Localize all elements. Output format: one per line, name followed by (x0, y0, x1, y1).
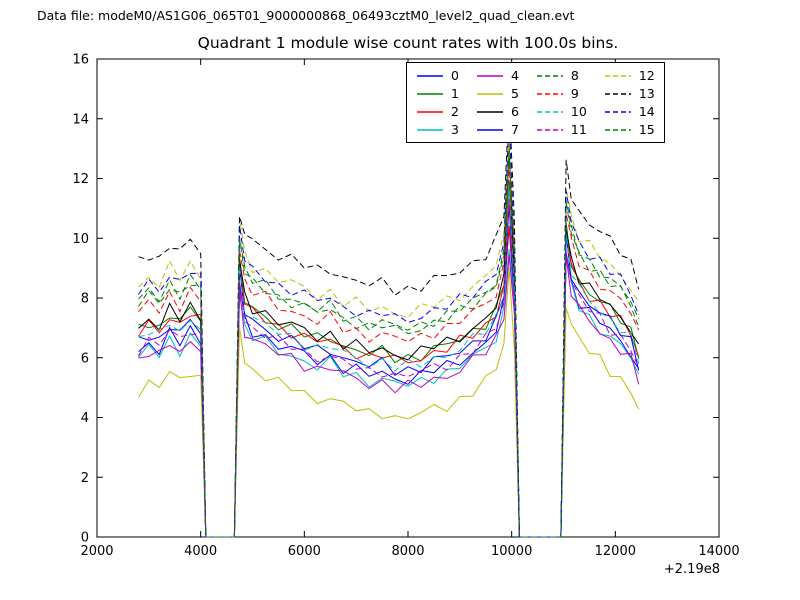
y-tick-label: 8 (81, 292, 89, 307)
chart-title: Quadrant 1 module wise count rates with … (197, 34, 619, 52)
legend-line-sample (536, 110, 563, 113)
legend-item-15: 15 (604, 122, 655, 137)
legend-line-sample (536, 128, 563, 131)
legend-label: 1 (451, 86, 459, 101)
legend-item-5: 5 (476, 86, 519, 101)
x-axis-offset-label: +2.19e8 (663, 562, 720, 577)
legend-label: 2 (451, 104, 459, 119)
legend-label: 12 (638, 68, 655, 83)
x-tick-label: 4000 (184, 544, 217, 559)
legend-label: 10 (570, 104, 587, 119)
legend-line-sample (476, 74, 503, 77)
legend-line-sample (476, 128, 503, 131)
legend-label: 4 (510, 68, 519, 83)
legend-item-11: 11 (536, 122, 587, 137)
legend-item-3: 3 (416, 122, 459, 137)
legend-item-1: 1 (416, 86, 459, 101)
legend-item-12: 12 (604, 68, 655, 83)
legend-label: 14 (638, 104, 655, 119)
legend-label: 11 (570, 122, 587, 137)
legend-label: 13 (638, 86, 655, 101)
y-tick-label: 16 (72, 53, 89, 68)
x-tick-label: 10000 (491, 544, 532, 559)
y-tick-label: 10 (72, 232, 89, 247)
y-tick-label: 0 (81, 531, 89, 546)
y-tick-label: 2 (81, 471, 89, 486)
legend-line-sample (417, 92, 443, 95)
x-tick-label: 6000 (288, 544, 321, 559)
legend-label: 5 (510, 86, 519, 101)
legend-item-14: 14 (604, 104, 655, 119)
x-tick-label: 2000 (80, 544, 113, 559)
legend-line-sample (476, 92, 503, 95)
legend-line-sample (604, 128, 631, 131)
legend-item-10: 10 (536, 104, 587, 119)
legend-line-sample (476, 110, 503, 113)
legend-label: 6 (510, 104, 519, 119)
legend-item-2: 2 (416, 104, 459, 119)
x-tick-label: 14000 (698, 544, 739, 559)
legend-label: 15 (638, 122, 655, 137)
legend-item-4: 4 (476, 68, 519, 83)
legend-item-0: 0 (416, 68, 459, 83)
y-tick-label: 6 (81, 351, 89, 366)
legend-line-sample (604, 74, 631, 77)
legend-label: 0 (451, 68, 459, 83)
legend: 0 1 2 3 4 5 6 7 8 9 10 11 12 13 14 15 (406, 62, 665, 143)
legend-line-sample (536, 74, 563, 77)
y-tick-label: 12 (72, 172, 89, 187)
legend-label: 8 (570, 68, 579, 83)
legend-label: 3 (451, 122, 459, 137)
legend-item-6: 6 (476, 104, 519, 119)
legend-item-7: 7 (476, 122, 519, 137)
legend-item-9: 9 (536, 86, 587, 101)
series-line-13 (138, 100, 640, 538)
legend-label: 9 (570, 86, 579, 101)
y-tick-label: 14 (72, 112, 89, 127)
x-tick-label: 8000 (391, 544, 424, 559)
legend-label: 7 (510, 122, 519, 137)
x-tick-label: 12000 (595, 544, 636, 559)
y-tick-label: 4 (81, 411, 89, 426)
series-line-15 (138, 155, 640, 538)
legend-line-sample (604, 92, 631, 95)
data-file-label: Data file: modeM0/AS1G06_065T01_90000008… (37, 8, 575, 23)
legend-line-sample (417, 110, 443, 113)
legend-line-sample (604, 110, 631, 113)
legend-line-sample (536, 92, 563, 95)
legend-line-sample (417, 74, 443, 77)
legend-item-8: 8 (536, 68, 587, 83)
legend-item-13: 13 (604, 86, 655, 101)
legend-line-sample (417, 128, 443, 131)
